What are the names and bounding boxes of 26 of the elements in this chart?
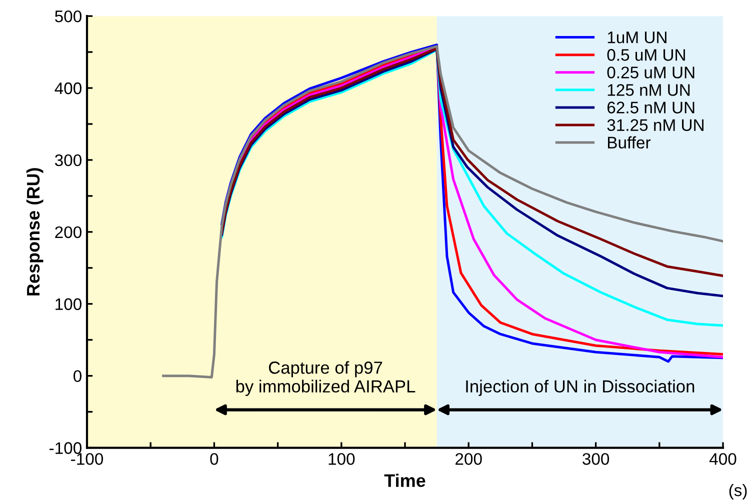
y-tick-label: 0 [74, 370, 82, 382]
line-series [162, 45, 723, 379]
y-tick-label: 200 [55, 226, 82, 238]
x-axis-title: Time [384, 474, 426, 487]
y-tick-label: 500 [55, 10, 82, 22]
annotation: Injection of UN in Dissociation [466, 380, 694, 396]
text: (s) [729, 484, 747, 500]
x-tick-label: 300 [582, 453, 610, 465]
legend-label: 1uM UN [608, 32, 666, 44]
y-tick-label: 400 [54, 82, 82, 94]
y-tick-label: 100 [56, 298, 82, 310]
x-tick-label: 100 [328, 453, 355, 465]
y-tick-label: -100 [50, 442, 82, 454]
legend-label: 125 nM UN [608, 84, 690, 96]
legend-label: 0.25 uM UN [607, 66, 694, 78]
legend-label: 0.5 uM UN [607, 49, 685, 61]
x-tick-label: 200 [456, 453, 482, 465]
x-tick-label: 0 [210, 453, 218, 465]
legend-label: 62.5 nM UN [607, 102, 694, 114]
legend-label: Buffer [608, 136, 651, 149]
y-tick-label: 300 [54, 154, 82, 166]
x-tick-label: 400 [709, 453, 736, 465]
legend-label: 31.25 nM UN [607, 119, 704, 131]
annotation: Capture of p97 by immobilized AIRAPL [236, 361, 416, 396]
y-axis-title: Response (RU) [26, 168, 44, 296]
x-tick-label: -100 [71, 453, 104, 465]
